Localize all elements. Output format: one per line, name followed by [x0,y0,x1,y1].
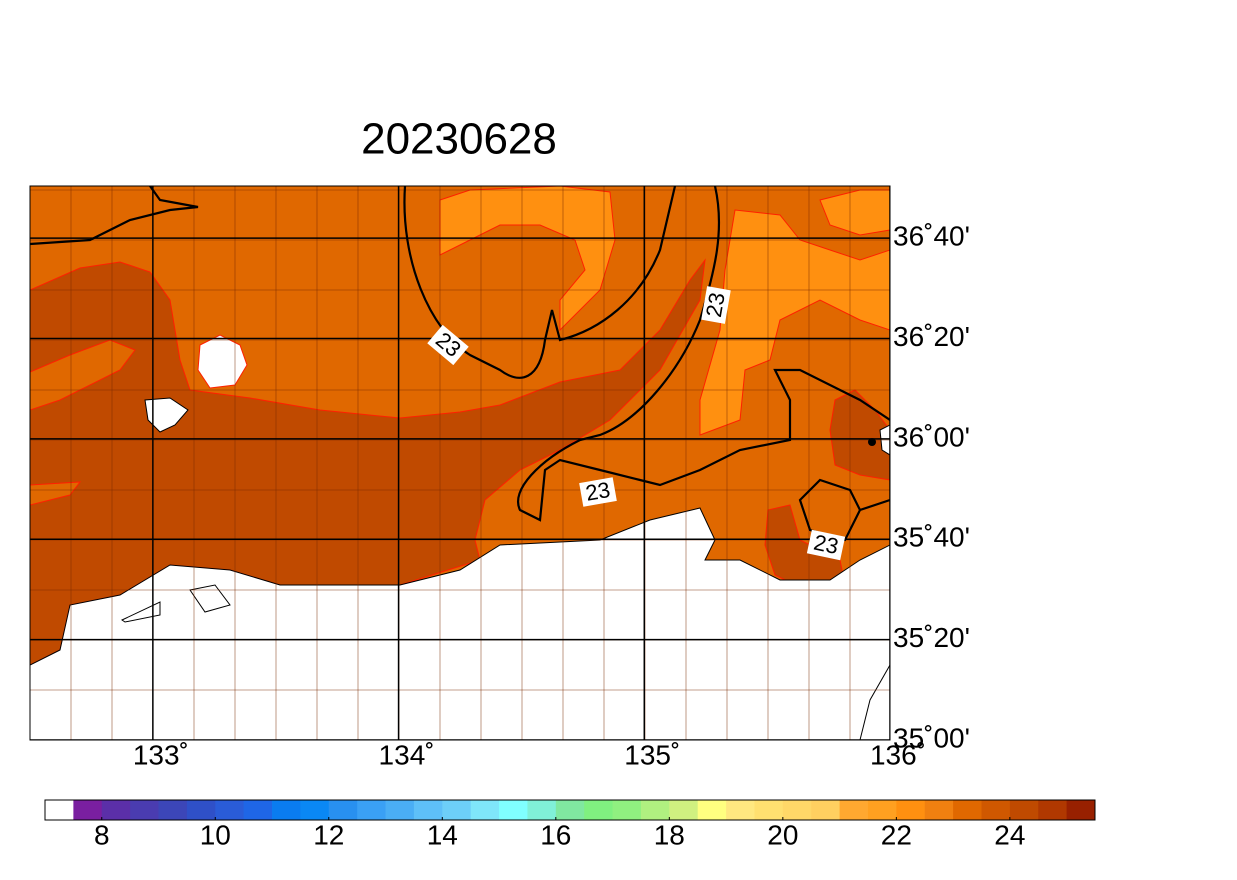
contour-label-text: 23 [701,291,730,319]
contour-label-text: 23 [584,477,612,506]
lat-tick-label: 35˚20' [893,622,970,653]
lat-tick-label: 36˚20' [893,321,970,352]
colorbar-box [697,800,727,820]
colorbar-tick-label: 16 [540,819,571,850]
colorbar-frame [44,799,1096,821]
colorbar-box [357,800,386,820]
colorbar-box [726,800,755,820]
graticule [30,186,890,740]
colorbar-box [45,800,74,820]
colorbar-tick-label: 14 [427,819,458,850]
colorbar-box [754,800,784,820]
map-frame [29,185,891,741]
colorbar-box [896,800,926,820]
contour-line [517,186,890,522]
lat-tick-label: 35˚00' [893,722,970,753]
sst-warm-patch [829,389,890,481]
contour-label: 23 [579,477,617,507]
lat-tick-label: 36˚40' [893,221,970,252]
colorbar-tick-label: 8 [94,819,110,850]
contour-label: 23 [701,286,731,324]
colorbar-box [669,800,699,820]
colorbar-box [640,800,670,820]
colorbar-box [527,800,557,820]
lon-tick-label: 135˚ [624,739,680,770]
contour-label-box [427,324,469,366]
colorbar-tick-label: 10 [200,819,231,850]
contour-line [798,478,890,542]
contour-label-text: 23 [812,530,841,560]
lat-tick-label: 35˚40' [893,522,970,553]
colorbar-tick-label: 24 [994,819,1025,850]
colorbar-box [1009,800,1039,820]
colorbar-tick-label: 20 [767,819,798,850]
colorbar-box [328,800,358,820]
contours [30,186,890,542]
colorbar-box [555,800,585,820]
colorbar-box [924,800,954,820]
map-area [30,186,890,740]
colorbar-box [612,800,642,820]
colorbar: 8 10 12 14 16 18 20 22 24 [44,799,1096,850]
colorbar-box [300,800,330,820]
colorbar-box [1066,800,1096,820]
land [120,584,890,740]
colorbar-box [385,800,415,820]
contour-line [403,186,677,379]
colorbar-box [186,800,216,820]
sst-cool-strip [30,339,136,411]
colorbar-box [839,800,869,820]
sst-cool-strip [30,481,82,506]
colorbar-box [73,800,103,820]
colorbar-tick-label: 12 [313,819,344,850]
colorbar-tick-label: 22 [881,819,912,850]
contour-line [30,186,199,246]
colorbar-box [243,800,273,820]
sst-cool-region [439,186,616,332]
lon-tick-label: 136˚ [870,739,926,770]
lon-tick-label: 133˚ [133,739,189,770]
map-title: 20230628 [361,115,557,164]
contour-label-box [701,286,731,324]
colorbar-box [130,800,159,820]
sst-cool-region [699,209,890,436]
colorbar-box [470,800,500,820]
colorbar-box [1038,800,1068,820]
lon-tick-label: 134˚ [379,739,435,770]
contour-label: 23 [806,529,846,561]
colorbar-box [442,800,472,820]
colorbar-box [272,800,301,820]
colorbar-tick-label: 18 [654,819,685,850]
colorbar-box [413,800,443,820]
contour-label-box [579,477,617,507]
colorbar-box [782,800,812,820]
island [144,397,189,433]
lat-tick-label: 36˚00' [893,421,970,452]
colorbar-box [158,800,188,820]
colorbar-box [981,800,1011,820]
contour-label-box [806,529,846,561]
station-dot [868,438,876,446]
colorbar-box [867,800,897,820]
colorbar-box [811,800,840,820]
colorbar-box [584,800,613,820]
colorbar-box [953,800,982,820]
colorbar-box [101,800,131,820]
colorbar-box [499,800,528,820]
colorbar-box [215,800,245,820]
